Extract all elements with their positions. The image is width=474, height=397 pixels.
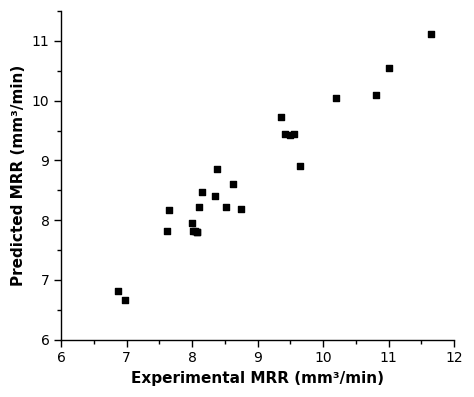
Point xyxy=(211,193,219,199)
Point xyxy=(213,166,221,173)
Point xyxy=(198,189,206,195)
Point xyxy=(282,130,289,137)
Point xyxy=(114,287,122,294)
Point xyxy=(165,207,173,213)
Point xyxy=(237,206,245,212)
Point xyxy=(385,65,392,71)
Point xyxy=(372,92,379,98)
X-axis label: Experimental MRR (mm³/min): Experimental MRR (mm³/min) xyxy=(131,371,384,386)
Point xyxy=(193,229,201,235)
Point xyxy=(287,132,294,139)
Point xyxy=(277,114,284,121)
Point xyxy=(428,31,435,37)
Point xyxy=(193,229,201,235)
Point xyxy=(332,94,340,101)
Point xyxy=(290,130,298,137)
Point xyxy=(222,204,230,210)
Point xyxy=(195,204,202,210)
Point xyxy=(121,296,128,303)
Y-axis label: Predicted MRR (mm³/min): Predicted MRR (mm³/min) xyxy=(11,65,26,286)
Point xyxy=(190,227,197,234)
Point xyxy=(229,181,237,187)
Point xyxy=(296,163,304,170)
Point xyxy=(188,220,196,226)
Point xyxy=(164,227,171,234)
Point xyxy=(191,227,199,234)
